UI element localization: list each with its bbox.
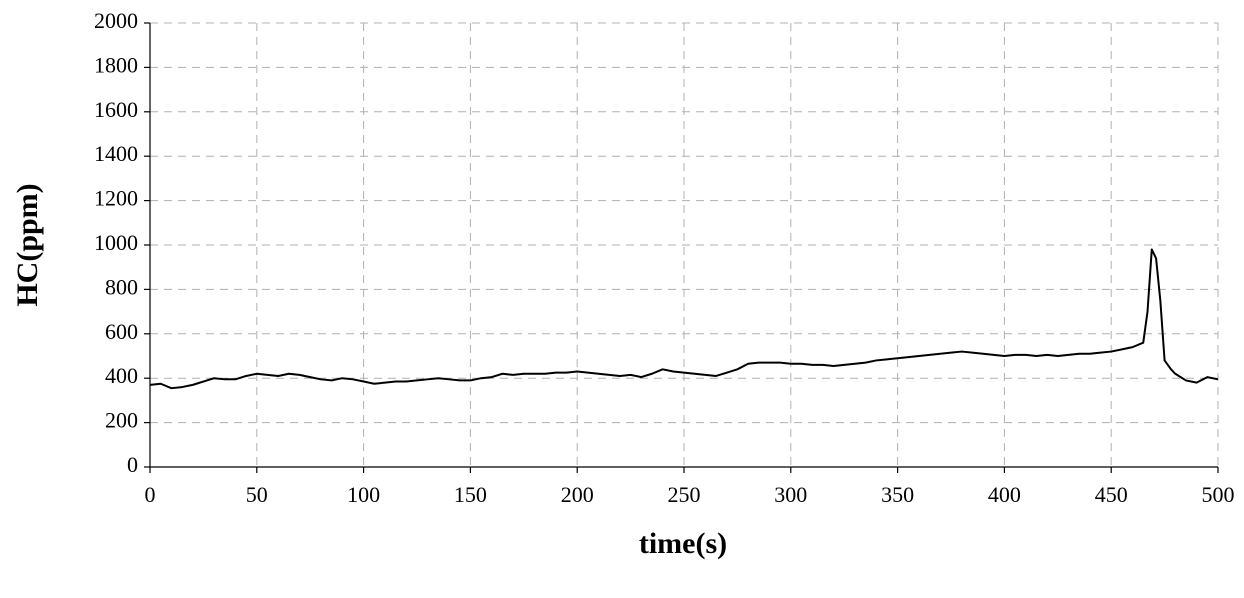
x-tick-label: 100: [347, 482, 380, 507]
y-tick-label: 800: [105, 274, 138, 299]
data-line: [149, 248, 1219, 390]
y-tick-label: 400: [105, 363, 138, 388]
y-tick-label: 1200: [94, 186, 138, 211]
y-tick-label: 1600: [94, 97, 138, 122]
y-tick-label: 1000: [94, 230, 138, 255]
x-axis-label: time(s): [639, 527, 727, 560]
x-tick-label: 200: [561, 482, 594, 507]
x-tick-label: 450: [1095, 482, 1128, 507]
y-tick-label: 1800: [94, 52, 138, 77]
x-tick-label: 250: [668, 482, 701, 507]
y-tick-label: 2000: [94, 8, 138, 33]
x-tick-label: 350: [881, 482, 914, 507]
x-tick-label: 150: [454, 482, 487, 507]
x-tick-label: 300: [774, 482, 807, 507]
x-tick-label: 0: [145, 482, 156, 507]
x-tick-label: 500: [1202, 482, 1235, 507]
y-tick-label: 600: [105, 319, 138, 344]
x-tick-label: 50: [246, 482, 268, 507]
y-tick-label: 200: [105, 408, 138, 433]
x-tick-label: 400: [988, 482, 1021, 507]
y-axis-label: HC(ppm): [11, 183, 44, 306]
y-tick-label: 0: [127, 452, 138, 477]
y-tick-label: 1400: [94, 141, 138, 166]
